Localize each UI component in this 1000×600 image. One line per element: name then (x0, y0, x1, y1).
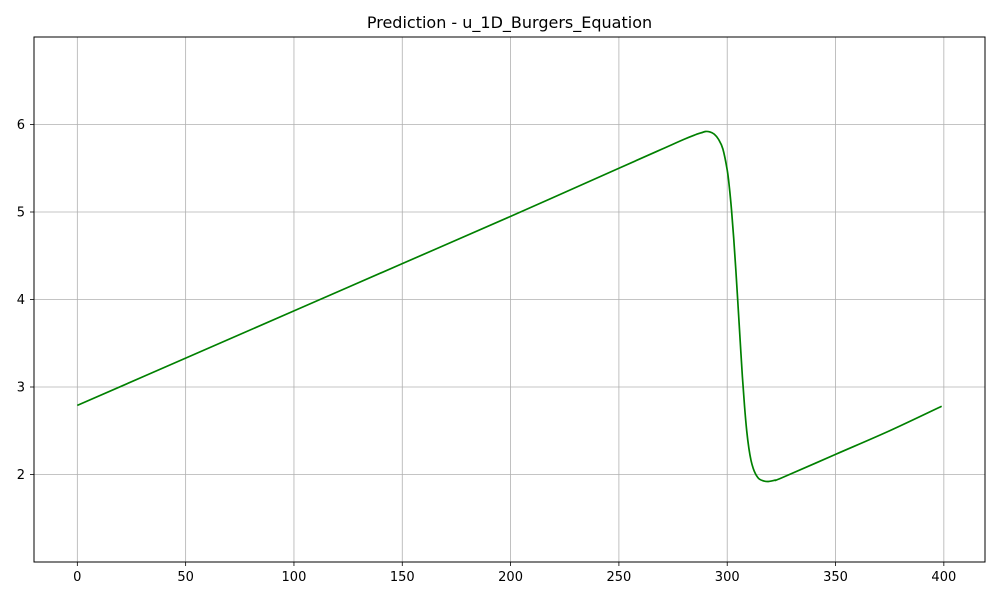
x-tick-label: 150 (390, 570, 415, 585)
x-tick-label: 250 (606, 570, 631, 585)
x-tick-label: 0 (73, 570, 81, 585)
series-layer (76, 130, 943, 483)
grid (34, 37, 985, 562)
x-tick-label: 400 (931, 570, 956, 585)
x-tick-label: 100 (282, 570, 307, 585)
y-tick-label: 3 (17, 381, 25, 396)
x-tick-label: 200 (498, 570, 523, 585)
chart-title: Prediction - u_1D_Burgers_Equation (367, 13, 652, 33)
series-line-0 (76, 130, 943, 483)
ticks: 0 50 100 150 200 250 300 350 400 2 3 4 5 6 (17, 118, 957, 585)
x-tick-label: 50 (177, 570, 194, 585)
y-tick-label: 4 (17, 293, 25, 308)
x-tick-label: 300 (715, 570, 740, 585)
y-tick-label: 2 (17, 468, 25, 483)
y-tick-label: 5 (17, 206, 25, 221)
x-tick-label: 350 (823, 570, 848, 585)
y-tick-label: 6 (17, 118, 25, 133)
